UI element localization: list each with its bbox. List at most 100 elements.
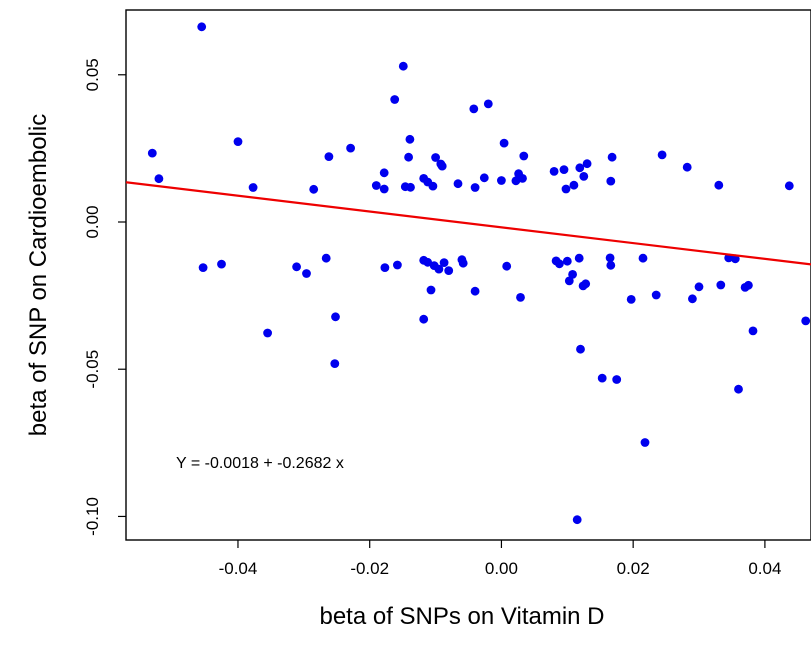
data-point bbox=[651, 290, 661, 300]
data-point bbox=[380, 263, 390, 272]
x-tick-label: 0.02 bbox=[617, 559, 650, 578]
data-point bbox=[469, 104, 479, 114]
data-point bbox=[197, 22, 207, 32]
data-point bbox=[439, 258, 449, 267]
data-point bbox=[511, 176, 521, 186]
data-point bbox=[607, 152, 617, 162]
data-point bbox=[497, 176, 506, 185]
data-point bbox=[734, 384, 743, 394]
data-point bbox=[801, 316, 811, 326]
x-tick-label: 0.00 bbox=[485, 559, 518, 578]
data-point bbox=[569, 180, 579, 190]
data-point bbox=[423, 257, 433, 267]
data-point bbox=[154, 174, 164, 184]
data-point bbox=[444, 266, 454, 275]
data-point bbox=[437, 161, 447, 171]
data-point bbox=[379, 184, 389, 194]
data-point bbox=[458, 258, 468, 268]
x-tick-label: 0.04 bbox=[748, 559, 781, 578]
data-point bbox=[688, 294, 697, 304]
data-point bbox=[606, 260, 616, 270]
data-point bbox=[426, 285, 436, 295]
data-point bbox=[198, 263, 208, 272]
data-point bbox=[405, 134, 415, 144]
data-point bbox=[434, 264, 444, 274]
data-point bbox=[605, 253, 615, 263]
data-point bbox=[576, 344, 585, 354]
y-axis-title: beta of SNP on Cardioembolic bbox=[25, 114, 52, 436]
data-point bbox=[330, 359, 340, 368]
data-point bbox=[379, 168, 389, 178]
data-point bbox=[574, 253, 584, 263]
data-point bbox=[549, 167, 559, 176]
data-point bbox=[582, 159, 592, 169]
data-point bbox=[331, 312, 340, 322]
data-point bbox=[561, 184, 571, 194]
data-point bbox=[483, 99, 493, 109]
data-point bbox=[640, 438, 650, 447]
data-point bbox=[233, 137, 243, 147]
data-point bbox=[404, 152, 413, 162]
data-point bbox=[657, 150, 667, 160]
data-point bbox=[302, 269, 311, 278]
data-point bbox=[581, 279, 591, 289]
data-point bbox=[682, 162, 692, 172]
data-point bbox=[470, 286, 480, 296]
x-axis-title: beta of SNPs on Vitamin D bbox=[319, 603, 604, 630]
data-point bbox=[579, 172, 589, 181]
data-point bbox=[324, 152, 334, 162]
data-point bbox=[516, 293, 525, 302]
data-point bbox=[371, 181, 381, 190]
regression-line bbox=[125, 181, 811, 266]
data-points bbox=[147, 22, 811, 525]
data-point bbox=[479, 173, 489, 183]
data-point bbox=[638, 253, 648, 263]
data-point bbox=[572, 515, 582, 525]
data-point bbox=[431, 153, 440, 162]
data-point bbox=[292, 262, 301, 272]
y-axis: 0.05 0.00 -0.05 -0.10 bbox=[83, 58, 126, 536]
data-point bbox=[499, 138, 509, 148]
data-point bbox=[626, 295, 636, 304]
data-point bbox=[428, 181, 438, 191]
data-point bbox=[217, 259, 226, 269]
data-point bbox=[606, 176, 616, 186]
x-axis: -0.04 -0.02 0.00 0.02 0.04 bbox=[219, 540, 781, 578]
data-point bbox=[263, 328, 272, 338]
plot-frame bbox=[125, 9, 811, 541]
data-point bbox=[744, 280, 753, 290]
data-point bbox=[714, 180, 724, 190]
data-point bbox=[519, 151, 529, 161]
data-point bbox=[612, 375, 622, 384]
data-point bbox=[248, 183, 258, 192]
y-tick-label: -0.10 bbox=[83, 497, 102, 536]
data-point bbox=[398, 61, 408, 71]
data-point bbox=[597, 373, 607, 383]
data-point bbox=[419, 314, 429, 324]
data-point bbox=[568, 270, 577, 279]
regression-equation: Y = -0.0018 + -0.2682 x bbox=[176, 455, 344, 472]
x-tick-label: -0.02 bbox=[350, 559, 389, 578]
data-point bbox=[502, 261, 512, 271]
data-point bbox=[562, 256, 572, 266]
data-point bbox=[748, 326, 758, 336]
data-point bbox=[453, 179, 463, 189]
data-point bbox=[470, 183, 480, 192]
data-point bbox=[309, 184, 319, 194]
data-point bbox=[147, 148, 157, 158]
y-tick-label: 0.00 bbox=[83, 205, 102, 238]
y-tick-label: 0.05 bbox=[83, 58, 102, 91]
data-point bbox=[784, 181, 794, 191]
data-point bbox=[555, 259, 564, 269]
data-point bbox=[575, 163, 585, 173]
data-point bbox=[716, 280, 726, 290]
data-point bbox=[694, 282, 704, 292]
data-point bbox=[559, 165, 569, 175]
x-tick-label: -0.04 bbox=[219, 559, 258, 578]
data-point bbox=[346, 143, 355, 153]
data-point bbox=[564, 276, 574, 286]
data-point bbox=[321, 253, 331, 263]
y-tick-label: -0.05 bbox=[83, 350, 102, 389]
data-point bbox=[390, 95, 400, 104]
